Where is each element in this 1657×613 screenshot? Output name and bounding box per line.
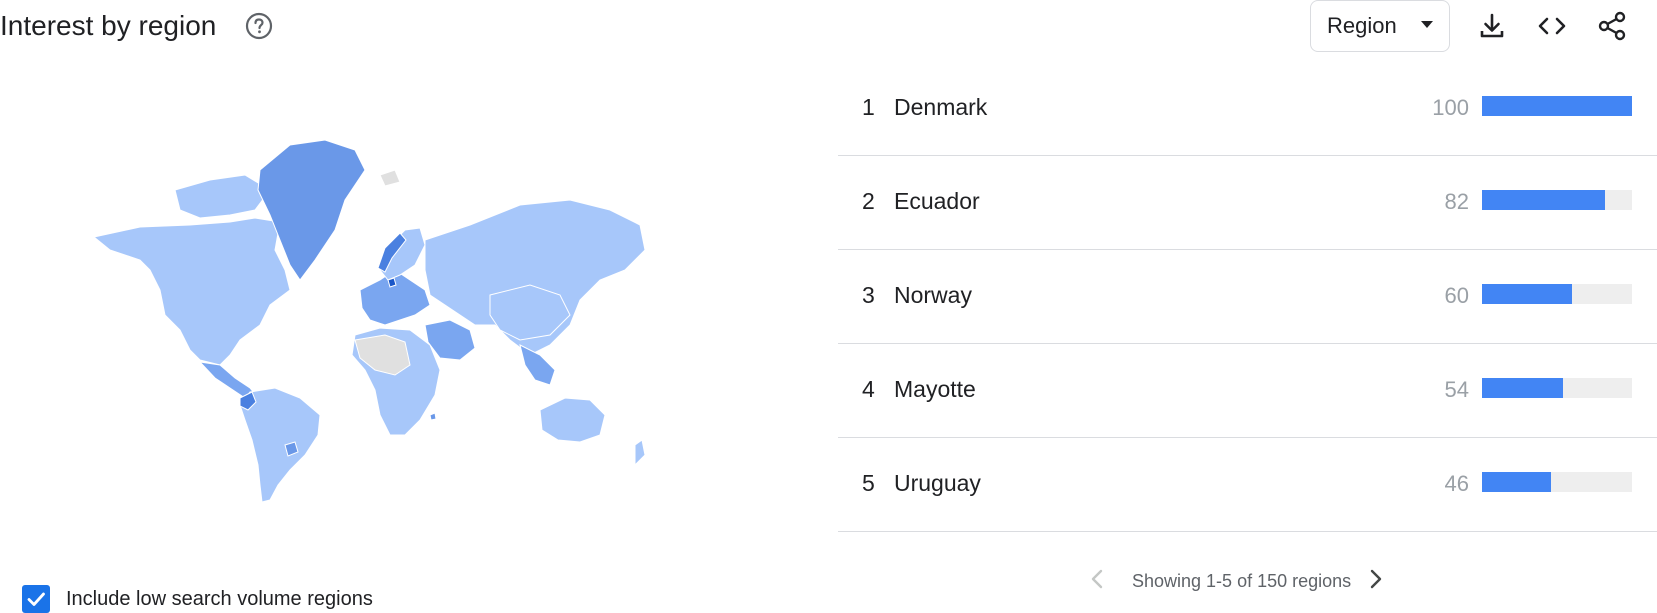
next-page-icon[interactable] — [1369, 568, 1383, 595]
map-region-arctic-islands — [379, 169, 401, 187]
bar-track — [1482, 472, 1632, 492]
map-region-ecuador — [239, 391, 257, 411]
map-region-greenland — [257, 139, 366, 281]
region-value: 82 — [1444, 189, 1469, 214]
bar-track — [1482, 190, 1632, 210]
map-region-china — [489, 284, 571, 341]
page-title: Interest by region — [0, 10, 217, 41]
map-region-southeast-asia — [519, 344, 556, 386]
map-region-asia — [424, 199, 646, 356]
list-item[interactable]: 4 Mayotte 54 — [838, 344, 1657, 438]
region-select-value: Region — [1327, 13, 1397, 38]
include-low-volume-checkbox[interactable] — [22, 585, 50, 613]
bar-fill — [1482, 96, 1632, 116]
rank: 1 — [862, 94, 875, 120]
list-item[interactable]: 1 Denmark 100 — [838, 62, 1657, 156]
rank: 2 — [862, 188, 875, 214]
map-region-norway — [377, 232, 407, 273]
region-select[interactable]: Region — [1310, 0, 1450, 52]
map-region-uruguay — [284, 441, 299, 457]
region-value: 46 — [1444, 471, 1469, 496]
download-icon[interactable] — [1476, 10, 1508, 42]
share-icon[interactable] — [1596, 10, 1628, 42]
bar-fill — [1482, 190, 1605, 210]
map-region-north-america — [92, 217, 291, 366]
caret-down-icon — [1421, 21, 1433, 28]
rank: 5 — [862, 470, 875, 496]
region-value: 54 — [1444, 377, 1469, 402]
region-name: Uruguay — [894, 470, 981, 496]
list-item[interactable]: 5 Uruguay 46 — [838, 438, 1657, 532]
bar-track — [1482, 284, 1632, 304]
map-region-europe — [359, 269, 431, 326]
rank: 3 — [862, 282, 875, 308]
region-name: Mayotte — [894, 376, 976, 402]
embed-code-icon[interactable] — [1536, 10, 1568, 42]
bar-fill — [1482, 284, 1572, 304]
help-icon[interactable] — [245, 12, 273, 40]
map-region-australia — [539, 397, 606, 443]
bar-track — [1482, 96, 1632, 116]
list-item[interactable]: 3 Norway 60 — [838, 250, 1657, 344]
include-low-volume-label: Include low search volume regions — [66, 587, 373, 610]
map-region-south-america — [239, 387, 321, 503]
include-low-volume-row[interactable]: Include low search volume regions — [22, 585, 373, 613]
region-name: Norway — [894, 282, 972, 308]
map-region-new-zealand — [634, 439, 646, 467]
bar-fill — [1482, 378, 1563, 398]
pagination: Showing 1-5 of 150 regions — [1090, 568, 1383, 595]
region-name: Ecuador — [894, 188, 980, 214]
bar-fill — [1482, 472, 1551, 492]
map-region-canada-islands — [174, 174, 271, 219]
world-map[interactable] — [80, 130, 690, 510]
bar-track — [1482, 378, 1632, 398]
previous-page-icon[interactable] — [1090, 568, 1104, 595]
region-name: Denmark — [894, 94, 988, 120]
map-region-mayotte — [429, 412, 437, 421]
map-region-denmark — [387, 277, 397, 288]
region-list: 1 Denmark 100 2 Ecuador 82 3 Norway 60 4… — [838, 62, 1657, 532]
region-value: 100 — [1432, 95, 1469, 120]
region-value: 60 — [1444, 283, 1469, 308]
pagination-label: Showing 1-5 of 150 regions — [1132, 571, 1352, 591]
rank: 4 — [862, 376, 875, 402]
list-item[interactable]: 2 Ecuador 82 — [838, 156, 1657, 250]
map-region-africa-no-data — [354, 334, 411, 376]
